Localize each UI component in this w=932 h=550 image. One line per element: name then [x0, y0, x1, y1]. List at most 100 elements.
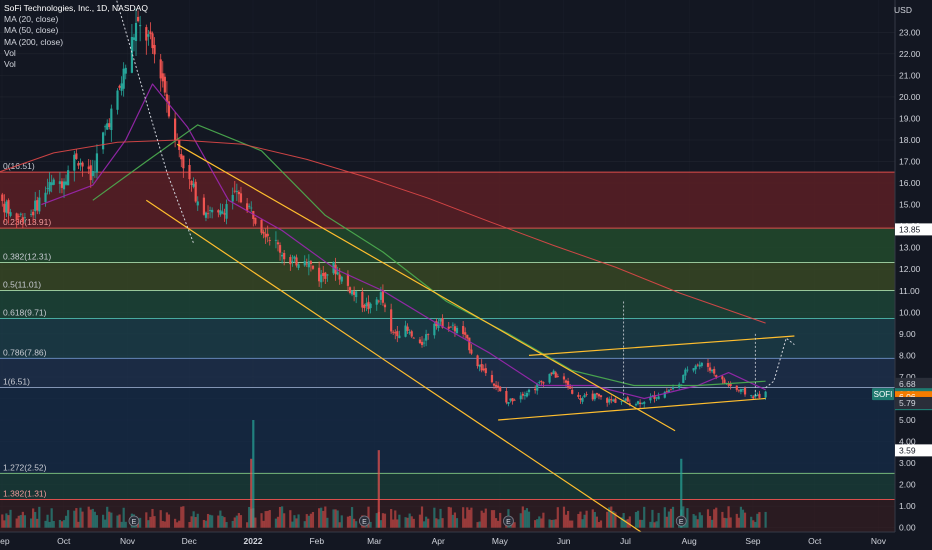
- legend-vol-2[interactable]: Vol: [4, 59, 16, 70]
- volume-bar: [671, 506, 675, 528]
- candle-body: [540, 380, 543, 383]
- price-tick-22: 22.00: [899, 49, 921, 59]
- volume-bar: [636, 510, 640, 528]
- candle-body: [305, 263, 308, 265]
- volume-bar: [585, 510, 588, 528]
- candle-body: [412, 337, 415, 339]
- candle-body: [34, 200, 37, 212]
- volume-bar: [579, 511, 582, 528]
- candle-body: [470, 349, 473, 354]
- candle-body: [206, 213, 210, 215]
- candle-body: [283, 252, 286, 260]
- candle-body: [394, 332, 397, 334]
- volume-bar: [102, 514, 105, 528]
- volume-bar: [338, 522, 341, 528]
- volume-spike-3: [680, 458, 683, 528]
- volume-bar: [223, 517, 226, 528]
- candle-body: [180, 154, 183, 160]
- volume-bar: [525, 508, 529, 528]
- candle-body: [174, 118, 177, 141]
- legend-ma200[interactable]: MA (200, close): [4, 36, 64, 47]
- candle-body: [721, 376, 724, 380]
- volume-bar: [307, 515, 310, 528]
- candle-body: [311, 265, 315, 269]
- candle-body: [593, 394, 596, 400]
- fibonacci-retracement[interactable]: 0(16.51) 0.236(13.91) 0.382(12.31) 0.5(11.0…: [0, 161, 895, 532]
- volume-bar: [649, 521, 652, 528]
- volume-bar: [147, 520, 150, 528]
- candle-body: [278, 245, 282, 253]
- volume-bar: [383, 513, 387, 528]
- volume-bar: [614, 512, 617, 528]
- candle-body: [1, 194, 4, 201]
- volume-bar: [283, 513, 286, 528]
- volume-bar: [281, 506, 284, 528]
- candle-body: [322, 273, 325, 276]
- volume-bar: [684, 522, 687, 528]
- legend-vol-1[interactable]: Vol: [4, 47, 16, 58]
- volume-bar: [194, 517, 197, 528]
- volume-bar: [44, 520, 47, 528]
- volume-bar: [597, 522, 601, 528]
- volume-bar: [293, 515, 296, 528]
- candle-body: [680, 384, 683, 386]
- volume-bar: [34, 511, 37, 528]
- price-tick-8: 8.00: [899, 350, 916, 360]
- candle-body: [743, 387, 747, 395]
- volume-bar: [219, 510, 222, 528]
- candle-body: [281, 254, 284, 257]
- candle-body: [231, 194, 234, 202]
- candle-body: [480, 364, 483, 371]
- price-tag-text-1: 6.68: [899, 379, 916, 389]
- fib-zone-1: [0, 228, 895, 263]
- candle-body: [132, 37, 136, 40]
- candle-body: [254, 217, 257, 224]
- time-axis[interactable]: Sep Oct Nov Dec 2022 Feb Mar Apr May Jun Jul Aug Sep…: [0, 531, 932, 550]
- earnings-marker-0: [128, 515, 140, 527]
- candle-body: [190, 180, 193, 185]
- volume-bar: [62, 520, 66, 528]
- candle-body: [406, 326, 409, 331]
- volume-bar: [669, 508, 673, 528]
- candle-body: [756, 394, 759, 396]
- ascending-channel-lower: [498, 397, 766, 421]
- candle-body: [363, 305, 366, 309]
- price-axis[interactable]: 0.001.002.003.004.005.006.007.008.009.00…: [894, 0, 921, 550]
- candle-body: [519, 395, 522, 400]
- volume-bar: [441, 518, 444, 528]
- candle-body: [235, 190, 238, 192]
- volume-bar: [657, 512, 660, 528]
- symbol-tag: [872, 388, 894, 401]
- candle-body: [548, 373, 551, 383]
- candle-body: [383, 304, 387, 308]
- time-axis-bg: [0, 532, 932, 550]
- volume-bar: [556, 507, 559, 528]
- volume-bar: [274, 518, 278, 528]
- legend-ma50[interactable]: MA (50, close): [4, 25, 59, 36]
- trendlines[interactable]: [113, 0, 795, 535]
- candle-body: [694, 365, 697, 370]
- volume-bar: [610, 506, 613, 528]
- volume-bar: [433, 507, 436, 528]
- time-tick-3: Dec: [182, 536, 198, 546]
- candle-body: [505, 391, 508, 403]
- legend-ma20[interactable]: MA (20, close): [4, 14, 59, 25]
- candle-body: [219, 210, 222, 215]
- volume-bar: [89, 509, 92, 528]
- volume-bar: [350, 507, 354, 528]
- volume-bar: [149, 516, 152, 528]
- candle-body: [556, 376, 559, 377]
- candle-body: [377, 300, 380, 302]
- volume-bar: [581, 519, 584, 528]
- candle-body: [167, 101, 171, 117]
- candle-body: [764, 391, 767, 398]
- price-tick-11: 11.00: [899, 286, 920, 296]
- fib-zone-6: [0, 387, 895, 474]
- candle-body: [398, 335, 401, 339]
- volume-bar: [641, 519, 644, 528]
- candle-body: [708, 367, 712, 371]
- time-tick-12: Sep: [745, 536, 760, 546]
- chart-title[interactable]: SoFi Technologies, Inc., 1D, NASDAQ: [4, 3, 148, 13]
- volume-bar: [110, 512, 113, 528]
